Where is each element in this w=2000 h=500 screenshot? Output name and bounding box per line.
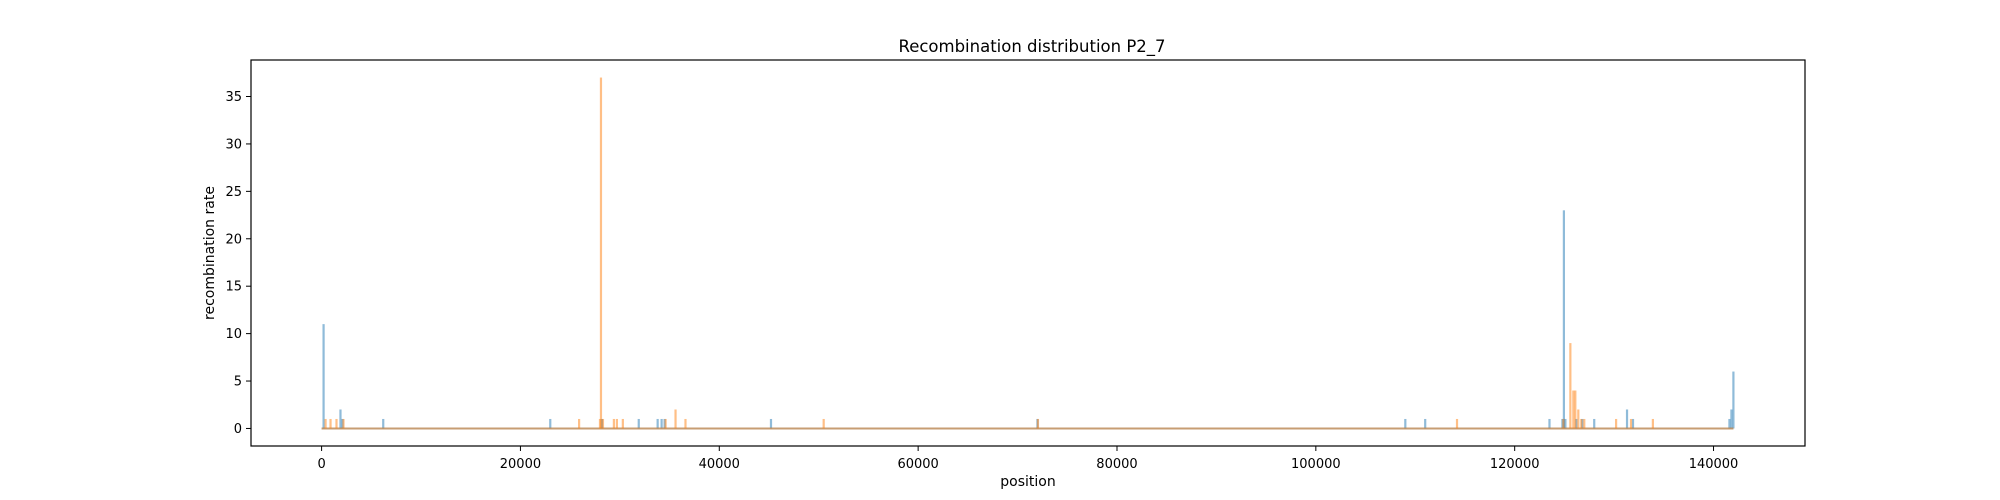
series-1-bar-0 [324, 418, 327, 429]
series-0-bar-17 [1564, 418, 1567, 429]
series-0-bar-3 [382, 418, 385, 429]
series-1-bar-22 [1580, 418, 1583, 429]
x-tick-label: 0 [317, 457, 325, 472]
series-0-bar-4 [549, 418, 552, 429]
series-1-bar-24 [1614, 418, 1618, 429]
series-1-bar-26 [1651, 418, 1654, 429]
series-1 [321, 77, 1734, 430]
series-1-bar-2 [335, 418, 338, 429]
series-1-bar-18 [1569, 343, 1572, 429]
series-1-bar-16 [1455, 418, 1459, 429]
series-1-bar-3 [342, 418, 345, 429]
series-1-bar-9 [615, 418, 618, 429]
series-1-bar-15 [1036, 418, 1040, 429]
chart-title: Recombination distribution P2_7 [898, 37, 1165, 57]
x-tick-label: 40000 [699, 457, 740, 472]
series-0-bar-6 [637, 418, 640, 429]
x-tick-label: 100000 [1291, 457, 1341, 472]
series-1-bar-21 [1577, 409, 1580, 429]
series-1-bar-10 [621, 418, 624, 429]
series-1-bar-6 [599, 77, 603, 429]
series-1-bar-23 [1583, 418, 1586, 429]
y-axis-label: recombination rate [202, 186, 218, 320]
series-1-bar-25 [1629, 418, 1633, 429]
x-axis-label: position [1000, 474, 1055, 490]
axes-frame [250, 59, 1806, 447]
series-1-bar-17 [1562, 418, 1565, 429]
x-tick-label: 80000 [1096, 457, 1137, 472]
y-tick-label: 10 [225, 327, 242, 342]
y-axis-ticks: 0 5 10 15 20 25 30 35 [225, 90, 251, 437]
series-0-bar-12 [1404, 418, 1407, 429]
series-0-bar-25 [1732, 371, 1735, 429]
series-1-bar-12 [674, 409, 677, 429]
series-1-bar-19 [1572, 390, 1575, 429]
series-0-bar-22 [1631, 418, 1635, 429]
series-0-bar-24 [1730, 409, 1733, 429]
y-tick-label: 30 [225, 137, 242, 152]
series-0-bar-14 [1548, 418, 1551, 429]
x-tick-label: 140000 [1689, 457, 1739, 472]
y-tick-label: 0 [234, 422, 242, 437]
series-0-bar-1 [339, 409, 342, 429]
x-tick-label: 60000 [897, 457, 938, 472]
y-tick-label: 20 [225, 232, 242, 247]
series-0-bar-13 [1424, 418, 1427, 429]
x-tick-label: 20000 [500, 457, 541, 472]
series-1-bar-11 [664, 418, 667, 429]
series-0-bar-21 [1625, 409, 1629, 429]
series-1-bar-1 [329, 418, 332, 429]
series-0-bar-23 [1728, 418, 1731, 429]
series-1-bar-20 [1574, 390, 1577, 429]
series-0-bar-8 [660, 418, 663, 429]
y-tick-label: 35 [225, 90, 242, 105]
series-1-bar-7 [601, 418, 605, 429]
series-0-bar-20 [1593, 418, 1596, 429]
series-1-bar-8 [612, 418, 615, 429]
x-axis-ticks: 0 20000 40000 60000 80000 100000 120000 140000 [317, 446, 1738, 472]
series-1-bar-14 [822, 418, 825, 429]
y-tick-label: 25 [225, 185, 242, 200]
series-0-bar-0 [322, 324, 325, 429]
series-0-bar-16 [1562, 210, 1565, 429]
plot-area [321, 77, 1735, 430]
x-tick-label: 120000 [1490, 457, 1540, 472]
y-tick-label: 5 [234, 375, 242, 390]
series-1-bar-4 [577, 418, 581, 429]
series-0 [321, 210, 1735, 430]
series-0-bar-10 [769, 418, 773, 429]
series-1-bar-13 [684, 418, 687, 429]
series-0-bar-7 [656, 418, 659, 429]
y-tick-label: 15 [225, 280, 242, 295]
